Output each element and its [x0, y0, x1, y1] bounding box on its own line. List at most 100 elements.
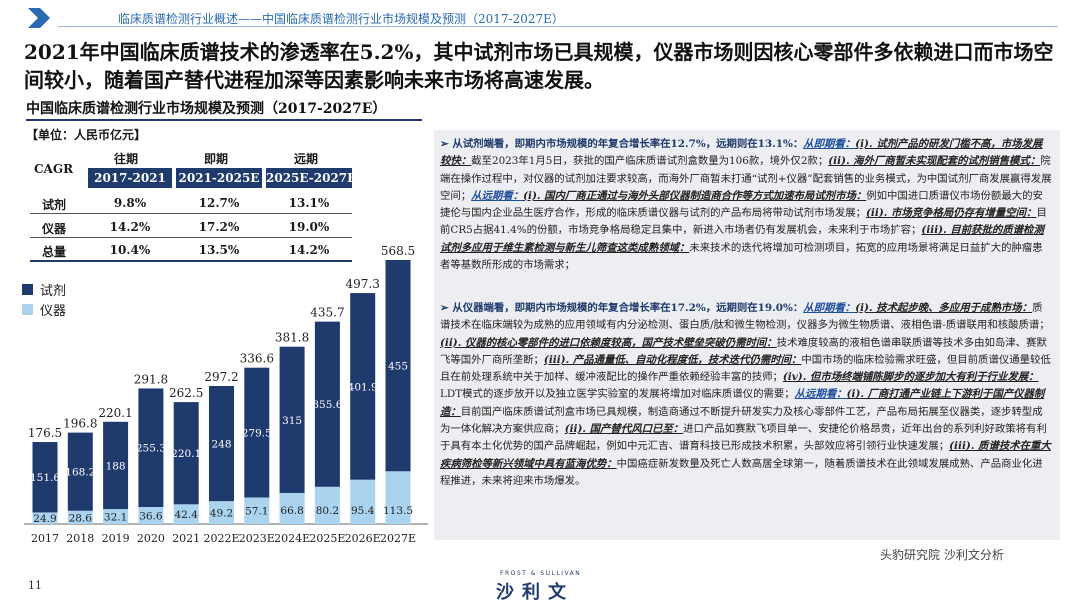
subtitle-rule: [26, 119, 422, 121]
x-tick-label: 2025E: [309, 532, 345, 545]
table-rule: [30, 260, 352, 262]
bar-instrument: [350, 479, 376, 524]
bar-reagent: [314, 321, 340, 487]
bar-instrument: [32, 512, 58, 524]
header-rule: [58, 26, 1058, 27]
data-label-total: 196.8: [63, 417, 97, 431]
x-tick-label: 2021: [172, 532, 200, 545]
data-label-instrument: 49.2: [210, 508, 233, 520]
x-tick-label: 2018: [66, 532, 94, 545]
cagr-value: 17.2%: [198, 220, 240, 234]
x-tick-label: 2017: [31, 532, 59, 545]
data-label-instrument: 28.6: [69, 512, 93, 524]
data-label-reagent: 188: [106, 460, 126, 472]
bar-reagent: [173, 402, 199, 505]
data-label-reagent: 248: [211, 439, 231, 451]
column-2017-2021: 2017-2021: [88, 168, 172, 188]
data-label-total: 291.8: [134, 372, 168, 386]
data-label-total: 297.2: [204, 370, 238, 384]
period-head-past: 往期: [113, 152, 138, 166]
data-label-total: 176.5: [28, 426, 62, 440]
arrow-icon: ➢: [440, 302, 453, 314]
cagr-value: 14.2%: [109, 220, 151, 234]
arrow-icon: ➢: [440, 138, 453, 150]
bar-instrument: [209, 501, 234, 524]
bar-reagent: [385, 260, 411, 472]
data-label-total: 435.7: [310, 306, 344, 320]
cagr-corner: CAGR: [34, 162, 74, 176]
cagr-value: 19.0%: [288, 220, 330, 234]
x-tick-label: 2019: [102, 532, 130, 545]
x-tick-label: 2020: [137, 532, 165, 545]
data-label-instrument: 32.1: [104, 512, 127, 524]
legend-reagent-swatch: [22, 284, 33, 295]
x-tick-label: 2026E: [345, 532, 381, 545]
row-label-instrument: 仪器: [42, 222, 67, 236]
bar-reagent: [244, 367, 270, 498]
page-number: 11: [28, 579, 42, 592]
table-rule: [30, 237, 352, 238]
x-tick-label: 2024E: [274, 532, 310, 545]
instrument-analysis: ➢ 从仪器端看，即期内市场规模的年复合增长率在17.2%，远期则在19.0%：从…: [440, 302, 1051, 487]
data-label-instrument: 42.4: [175, 509, 199, 521]
cagr-value: 13.5%: [198, 243, 240, 257]
brand-tagline: FROST & SULLIVAN: [500, 570, 582, 577]
chart-subtitle: 中国临床质谱检测行业市场规模及预测（2017-2027E）: [26, 101, 387, 117]
header-title: 临床质谱检测行业概述——中国临床质谱检测行业市场规模及预测（2017-2027E…: [118, 12, 564, 26]
bar-reagent: [32, 442, 58, 513]
period-head-future: 远期: [293, 152, 318, 166]
legend-instrument-label: 仪器: [40, 304, 67, 319]
cagr-value: 9.8%: [113, 196, 147, 210]
data-label-total: 336.6: [240, 352, 274, 366]
data-label-reagent: 315: [282, 415, 302, 427]
data-label-reagent: 168.2: [65, 467, 95, 479]
x-tick-label: 2027E: [380, 532, 416, 545]
data-label-total: 220.1: [98, 406, 132, 420]
bar-instrument: [173, 504, 199, 524]
column-2025e-2027e: 2025E-2027E: [266, 168, 356, 188]
bar-instrument: [314, 486, 340, 524]
data-label-instrument: 80.2: [316, 505, 339, 517]
cagr-value: 12.7%: [198, 196, 240, 210]
bar-instrument: [244, 497, 270, 524]
brand-logo-text: 沙利文: [496, 582, 574, 603]
column-2021-2025e: 2021-2025E: [176, 168, 262, 188]
data-label-instrument: 113.5: [383, 505, 413, 517]
cagr-value: 10.4%: [109, 243, 151, 257]
bar-instrument: [279, 492, 305, 524]
header-chevron-icon: [28, 8, 50, 28]
market-size-chart: 24.9 151.6 176.5 2017 28.6 168.2 196.8 2018 32.1…: [24, 244, 428, 545]
bar-reagent: [350, 293, 376, 480]
row-label-total: 总量: [42, 245, 67, 259]
bar-reagent: [279, 346, 305, 493]
bar-instrument: [103, 509, 129, 524]
data-label-reagent: 255.3: [136, 443, 166, 455]
row-label-reagent: 试剂: [42, 198, 67, 212]
watermark: 头豹研究院 沙利文分析: [880, 548, 1004, 562]
data-label-instrument: 24.9: [33, 513, 56, 525]
period-head-current: 即期: [203, 152, 228, 166]
table-rule: [30, 213, 352, 214]
bar-instrument: [385, 471, 411, 524]
data-label-reagent: 151.6: [30, 472, 60, 484]
data-label-total: 262.5: [169, 386, 203, 400]
unit-label: 【单位：人民币亿元】: [26, 128, 147, 142]
data-label-instrument: 57.1: [245, 506, 268, 518]
legend-instrument-swatch: [22, 304, 33, 315]
headline: 2021年中国临床质谱技术的渗透率在5.2%，其中试剂市场已具规模，仪器市场则因…: [24, 40, 1054, 92]
data-label-total: 568.5: [381, 244, 415, 258]
data-label-total: 497.3: [346, 277, 380, 291]
legend-reagent-label: 试剂: [40, 284, 67, 299]
data-label-total: 381.8: [275, 331, 309, 345]
bar-reagent: [103, 421, 129, 510]
bar-instrument: [67, 510, 93, 524]
analysis-panel: ➢ 从试剂端看，即期内市场规模的年复合增长率在12.7%，远期则在13.1%：从…: [434, 130, 1060, 540]
data-label-reagent: 220.1: [171, 448, 201, 460]
bar-reagent: [67, 432, 93, 511]
data-label-instrument: 36.6: [139, 511, 163, 523]
cagr-value: 13.1%: [288, 196, 330, 210]
bar-reagent: [209, 385, 234, 502]
cagr-value: 14.2%: [288, 243, 330, 257]
data-label-instrument: 66.8: [280, 505, 303, 517]
x-tick-label: 2023E: [239, 532, 275, 545]
